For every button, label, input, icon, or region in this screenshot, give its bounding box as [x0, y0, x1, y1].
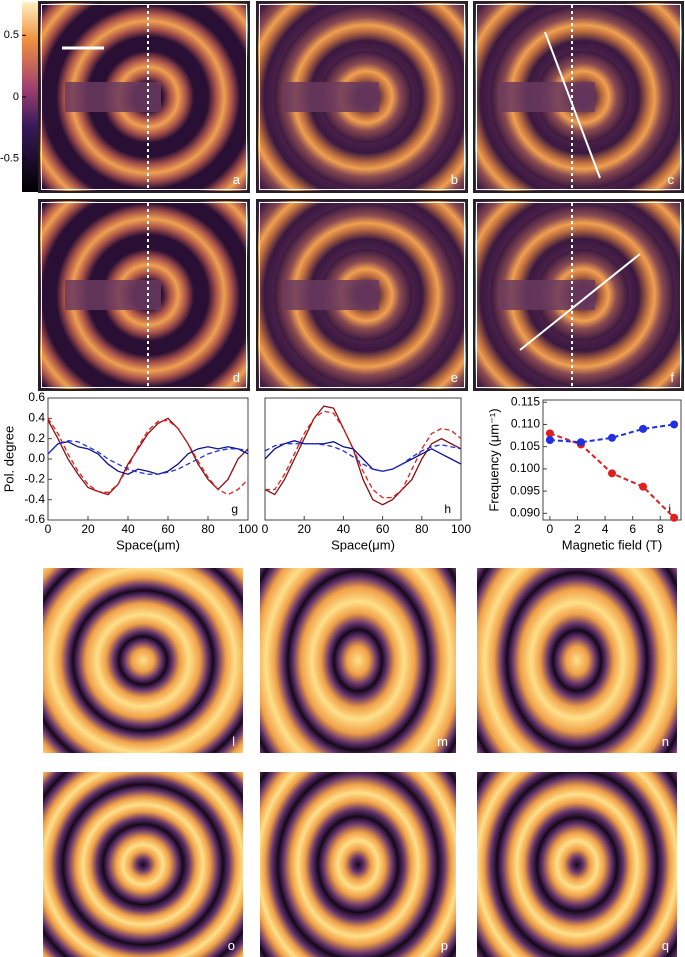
series-line — [549, 423, 675, 444]
x-tick-label: 40 — [337, 522, 351, 536]
panel: f — [473, 199, 684, 391]
panel: q — [477, 772, 677, 957]
y-tick-label: 0.115 — [511, 394, 540, 408]
x-tick-label: 4 — [602, 522, 609, 536]
colorbar-tick-label: -0.5 — [0, 153, 19, 165]
panel: c — [473, 1, 684, 193]
point — [670, 420, 679, 429]
y-tick-label: 0.105 — [510, 439, 540, 453]
panel: m — [260, 568, 456, 753]
panel-label: b — [450, 172, 458, 187]
point — [639, 482, 648, 491]
cut-line — [544, 31, 601, 179]
series-line — [47, 440, 249, 475]
panel: b — [256, 1, 468, 193]
chart-label: i — [668, 502, 671, 516]
y-tick-label: 0.6 — [28, 390, 45, 404]
x-tick-label: 6 — [629, 522, 636, 536]
x-tick-label: 0 — [547, 522, 554, 536]
x-tick-label: 2 — [574, 522, 581, 536]
panel-label: p — [440, 938, 448, 953]
panel-label: a — [232, 172, 240, 187]
point — [545, 436, 554, 444]
point — [576, 438, 585, 447]
y-axis-label: Pol. degree — [1, 426, 16, 493]
panel: o — [43, 772, 243, 957]
panel-label: o — [227, 938, 235, 953]
series-line — [264, 440, 462, 472]
x-tick-label: 100 — [451, 522, 471, 536]
panel-label: c — [667, 172, 675, 187]
cut-line — [519, 253, 641, 351]
point — [670, 513, 679, 522]
x-tick-label: 60 — [376, 522, 390, 536]
x-tick-label: 40 — [121, 522, 135, 536]
series-line — [265, 410, 462, 499]
chart-label: h — [444, 502, 451, 516]
series-line — [264, 443, 462, 472]
panel: a — [38, 1, 250, 193]
y-tick-label: 0.4 — [28, 411, 45, 425]
y-tick-label: 0.090 — [510, 506, 540, 520]
panel: n — [477, 568, 677, 753]
plot-frame — [542, 399, 682, 521]
x-tick-label: 100 — [238, 522, 258, 536]
y-tick-label: 0.2 — [28, 431, 45, 445]
x-axis-label: Space(μm) — [331, 537, 395, 552]
y-axis-label: Frequency (μm⁻¹) — [486, 408, 501, 511]
panel-label: f — [670, 370, 674, 385]
x-tick-label: 0 — [262, 522, 269, 536]
series-line — [47, 417, 249, 496]
panel: d — [38, 199, 250, 391]
chart-label: g — [231, 502, 238, 516]
series-line — [47, 417, 249, 496]
panel: p — [260, 772, 456, 957]
panel-label: d — [232, 370, 240, 385]
y-tick-label: 0.110 — [511, 417, 540, 431]
y-tick-label: -0.2 — [24, 472, 45, 486]
point — [608, 433, 616, 442]
x-tick-label: 0 — [45, 522, 52, 536]
point — [608, 469, 616, 478]
panel: e — [256, 199, 468, 391]
y-tick-label: -0.4 — [24, 492, 45, 506]
series-line — [47, 441, 249, 475]
panel-label: l — [232, 734, 235, 749]
x-axis-label: Space(μm) — [116, 537, 180, 552]
colorbar-tick-label: 0 — [13, 91, 19, 103]
panel-label: q — [661, 938, 669, 953]
x-tick-label: 20 — [81, 522, 95, 536]
x-tick-label: 80 — [415, 522, 429, 536]
y-tick-label: 0.095 — [510, 483, 540, 497]
x-tick-label: 8 — [657, 522, 664, 536]
plot-frame — [47, 397, 249, 521]
y-tick-label: -0.6 — [24, 512, 45, 526]
panel: l — [43, 568, 243, 753]
y-tick-label: 0.100 — [510, 461, 540, 475]
y-tick-label: 0.0 — [28, 451, 45, 465]
panel-label: e — [450, 370, 458, 385]
panel-label: n — [661, 734, 669, 749]
x-tick-label: 20 — [298, 522, 312, 536]
point — [639, 424, 648, 433]
x-tick-label: 60 — [161, 522, 175, 536]
point — [545, 429, 554, 438]
series-line — [264, 405, 462, 506]
colorbar-tick-label: 0.5 — [4, 29, 19, 41]
x-axis-label: Magnetic field (T) — [562, 537, 662, 552]
panel-label: m — [437, 734, 448, 749]
x-tick-label: 80 — [201, 522, 215, 536]
colorbar — [22, 2, 38, 192]
